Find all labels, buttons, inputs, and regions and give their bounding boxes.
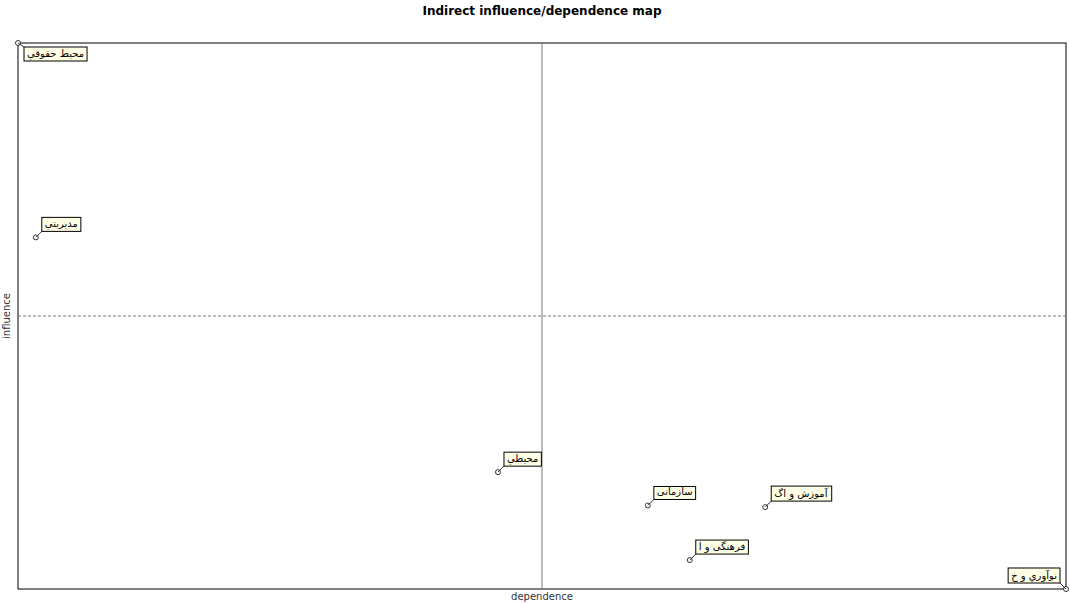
label-box xyxy=(42,217,81,231)
points xyxy=(16,41,1069,592)
label-box xyxy=(696,540,749,554)
title: Indirect influence/dependence map xyxy=(422,4,662,18)
leader-line xyxy=(690,554,696,560)
label-box xyxy=(24,47,87,61)
label-box xyxy=(771,486,831,501)
point-label: فرهنگی و ا xyxy=(699,541,746,553)
chart: Indirect influence/dependence map depende… xyxy=(0,0,1070,604)
plot-frame xyxy=(18,43,1066,589)
point-label: محیط حقوقي xyxy=(27,48,84,60)
x-axis-title: dependence xyxy=(511,591,573,602)
point-label: محیطي xyxy=(507,453,538,465)
leader-line xyxy=(498,466,504,472)
label-box xyxy=(1008,568,1060,583)
grid-line xyxy=(542,43,543,589)
leader-line xyxy=(1060,583,1066,589)
leader-line xyxy=(765,501,771,507)
point-label: آموزش و اگ xyxy=(774,487,828,500)
labels: محیط حقوقي مدیریتي محیطي سازمانی آموزش و اگ ف… xyxy=(18,43,1066,589)
point-label: سازمانی xyxy=(657,486,693,497)
y-axis-title: influence xyxy=(1,293,12,339)
point-label: نوآوري و خ xyxy=(1011,569,1057,582)
label-box xyxy=(654,486,696,499)
label-box xyxy=(504,452,541,466)
leader-line xyxy=(18,43,24,47)
point-label: مدیریتي xyxy=(45,218,78,230)
leader-line xyxy=(648,499,654,505)
leader-line xyxy=(36,231,42,237)
grid-line xyxy=(18,316,1066,317)
